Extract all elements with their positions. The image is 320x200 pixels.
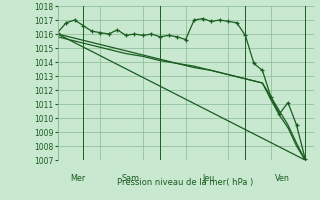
Text: Jeu: Jeu bbox=[203, 174, 215, 183]
Text: Sam: Sam bbox=[122, 174, 140, 183]
Text: Ven: Ven bbox=[275, 174, 290, 183]
Text: Mer: Mer bbox=[70, 174, 86, 183]
Text: Pression niveau de la mer( hPa ): Pression niveau de la mer( hPa ) bbox=[117, 178, 254, 187]
